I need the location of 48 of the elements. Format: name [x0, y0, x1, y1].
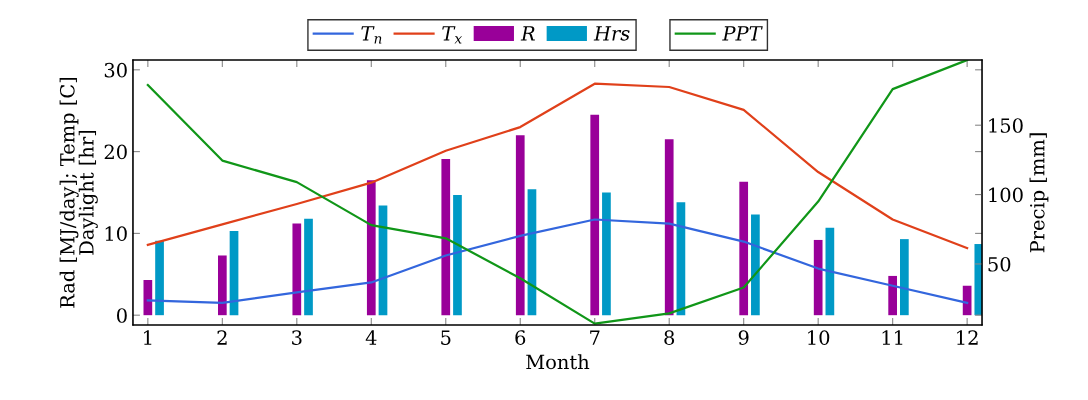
bar [590, 114, 600, 316]
y2-tick-label: 50 [988, 256, 1011, 272]
line-series [146, 218, 969, 305]
bar [751, 214, 760, 316]
y2-tick-label: 100 [989, 187, 1023, 203]
bar [155, 240, 164, 316]
x-tick-label: 9 [738, 330, 749, 345]
bar [739, 181, 749, 316]
bar [602, 192, 611, 316]
legend-label: T$_{n}$ [361, 26, 382, 44]
x-tick-label: 2 [217, 330, 227, 345]
bar [664, 139, 674, 316]
x-tick-label: 8 [664, 330, 675, 345]
y-tick-label: 10 [105, 226, 127, 242]
x-tick-label: 11 [882, 330, 903, 345]
bar [813, 239, 823, 316]
bar [143, 280, 153, 316]
x-tick-label: 4 [365, 330, 377, 345]
x-tick-label: 12 [957, 330, 978, 345]
y-tick-label: 30 [104, 62, 127, 78]
x-tick-label: 6 [515, 330, 526, 345]
x-tick-label: 3 [292, 330, 302, 345]
legend-label: Hrs [593, 26, 630, 41]
bar [366, 180, 376, 316]
bar [453, 194, 462, 316]
legend-label: PPT [722, 26, 763, 41]
bar [304, 218, 313, 316]
bar [515, 135, 525, 316]
bar [974, 244, 983, 316]
y-axis-title: Rad [MJ/day]; Temp [C] Daylight [hr] [59, 77, 98, 308]
x-tick-label: 7 [590, 330, 600, 345]
x-tick-label: 10 [808, 330, 830, 345]
y2-axis-title: Precip [mm] [1029, 133, 1049, 253]
bar [888, 275, 898, 316]
x-axis-title: Month [526, 354, 590, 370]
y-tick-label: 20 [104, 144, 127, 160]
bar [899, 239, 909, 316]
line-series [146, 60, 969, 325]
y-tick-label: 0 [117, 308, 127, 323]
x-tick-label: 5 [441, 330, 451, 345]
bar [217, 255, 227, 316]
line-series [146, 82, 969, 250]
legend-label: T$_{x}$ [442, 26, 462, 44]
legend-label: R [520, 26, 535, 41]
x-tick-label: 1 [144, 330, 152, 345]
y2-tick-label: 150 [989, 118, 1023, 133]
bar [441, 158, 451, 316]
bar [292, 223, 302, 316]
